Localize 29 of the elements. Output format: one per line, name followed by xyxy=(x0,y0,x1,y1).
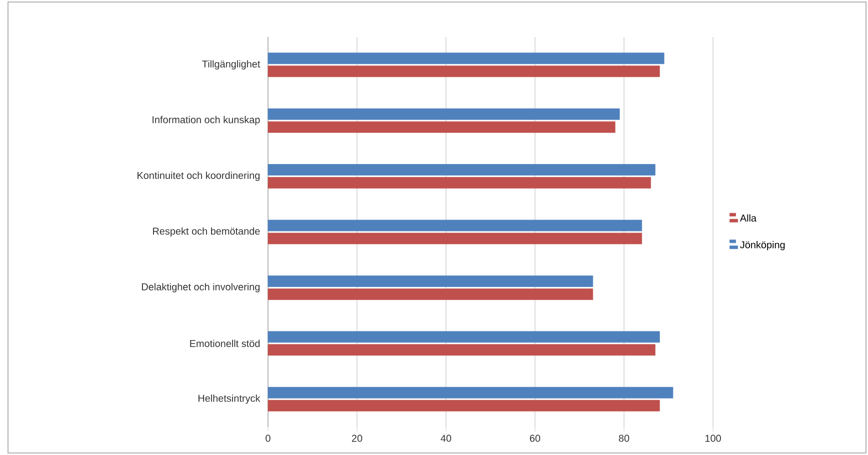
x-tick-label: 80 xyxy=(618,434,630,442)
bar xyxy=(268,288,594,300)
legend-label: Alla xyxy=(740,214,757,222)
legend-label: Jönköping xyxy=(740,240,785,250)
x-tick-label: 0 xyxy=(266,434,270,442)
x-tick-label: 100 xyxy=(705,434,721,442)
bar xyxy=(268,177,651,188)
bar xyxy=(268,121,616,133)
x-tick-label: 20 xyxy=(352,434,362,442)
bar xyxy=(268,52,664,64)
bar xyxy=(268,220,642,232)
y-tick-label: Delaktighet och involvering xyxy=(142,283,260,292)
bar xyxy=(268,232,642,244)
y-tick-label: Information och kunskap xyxy=(152,116,260,126)
bar xyxy=(268,386,674,398)
bar xyxy=(268,164,656,176)
y-tick-label: Kontinuitet och koordinering xyxy=(138,172,260,181)
x-tick-label: 60 xyxy=(530,434,540,442)
bar xyxy=(268,400,660,412)
y-tick-label: Respekt och bemötande xyxy=(153,227,260,237)
y-tick-label: Helhetsintryck xyxy=(198,394,260,404)
x-tick-label: 40 xyxy=(440,434,452,442)
y-tick-label: Emotionellt stöd xyxy=(190,340,260,348)
y-tick-label: Tillgänglighet xyxy=(202,60,260,70)
bar xyxy=(268,66,660,78)
bar xyxy=(268,108,620,120)
bar xyxy=(268,331,660,343)
bar xyxy=(268,344,656,356)
bar xyxy=(268,276,594,287)
